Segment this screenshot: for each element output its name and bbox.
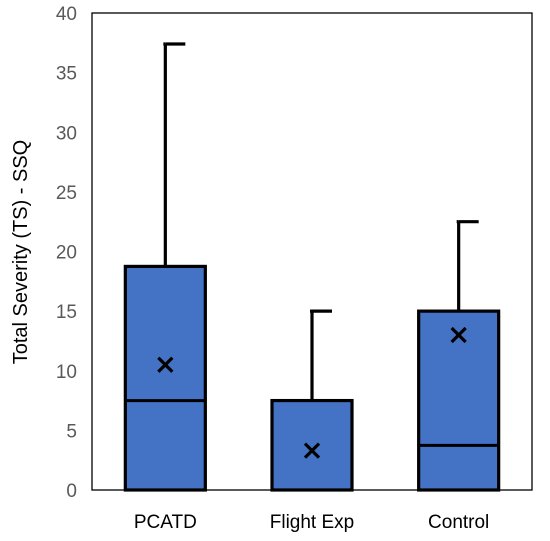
y-tick-label: 35: [56, 64, 77, 85]
y-tick-label: 5: [66, 421, 77, 442]
y-tick-label: 25: [56, 183, 77, 204]
mean-marker: [450, 326, 467, 344]
y-tick-label: 10: [56, 362, 77, 383]
y-tick-label: 20: [56, 243, 77, 264]
mean-marker-stroke: [157, 356, 174, 373]
x-category-label: Control: [428, 512, 489, 533]
x-category-label: PCATD: [134, 512, 197, 533]
mean-marker-stroke: [450, 326, 467, 344]
box-1: [270, 309, 354, 492]
y-tick-label: 40: [56, 4, 77, 25]
box-2: [417, 220, 501, 492]
y-tick-label: 15: [56, 302, 77, 323]
y-tick-label: 30: [56, 123, 77, 144]
box-iqr: [417, 309, 501, 492]
y-axis-title: Total Severity (TS) - SSQ: [10, 140, 32, 365]
x-category-label: Flight Exp: [270, 512, 354, 533]
y-tick-label: 0: [66, 481, 77, 502]
x-axis-labels: PCATD Flight Exp Control: [134, 512, 489, 533]
box-iqr: [270, 398, 354, 492]
y-axis-ticks: 0 5 10 15 20 25 30 35 40: [56, 4, 77, 502]
box-series: [123, 42, 501, 492]
mean-marker-stroke: [303, 442, 321, 459]
mean-marker: [303, 442, 321, 459]
box-iqr: [123, 264, 207, 492]
box-0: [123, 42, 207, 492]
mean-marker: [157, 356, 174, 373]
